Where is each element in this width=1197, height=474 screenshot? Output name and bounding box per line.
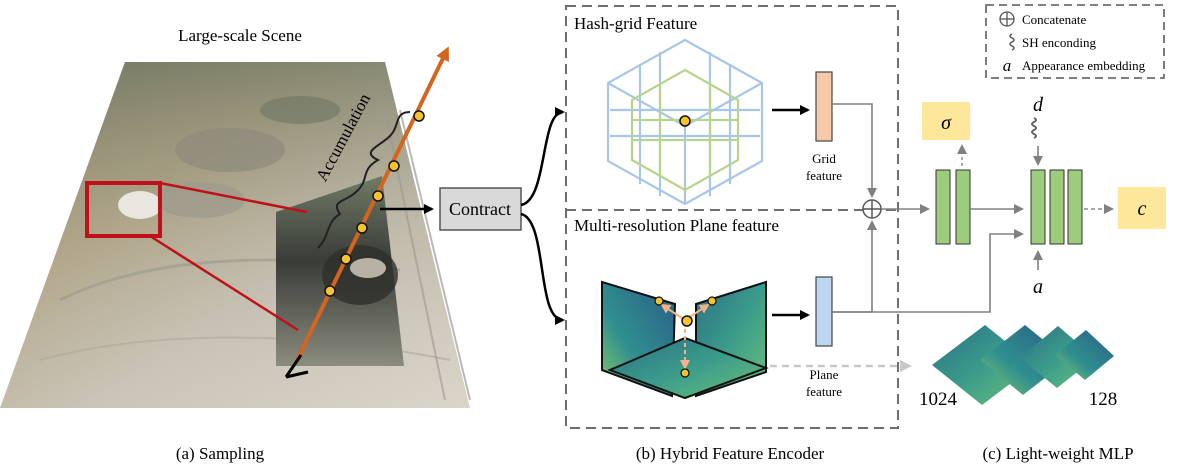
res-low-label: 128	[1089, 389, 1118, 410]
concat-icon	[862, 199, 882, 219]
projected-point	[707, 296, 717, 306]
white-pile	[118, 191, 162, 219]
direction-label: d	[1033, 94, 1044, 116]
contract-to-hash-arrow	[520, 107, 565, 207]
plane-feature-label-1: Plane	[810, 367, 839, 382]
concat-legend-label: Concatenate	[1022, 12, 1086, 27]
color-label: c	[1138, 198, 1147, 220]
caption-sampling: (a) Sampling	[176, 444, 265, 463]
projected-point	[680, 368, 690, 378]
encoder-frame	[565, 5, 899, 429]
triplane-icon	[601, 280, 769, 400]
appearance-legend-label: Appearance embedding	[1022, 58, 1146, 73]
accumulation-brace	[317, 111, 411, 249]
caption-mlp: (c) Light-weight MLP	[982, 444, 1133, 463]
gravel-pile	[155, 182, 245, 218]
sample-point	[324, 285, 336, 297]
color-mlp-layer-3	[1067, 169, 1083, 245]
color-output	[1118, 187, 1166, 229]
color-mlp-layer-1	[1030, 169, 1046, 245]
sample-point	[372, 190, 384, 202]
ray-line	[294, 46, 449, 363]
appearance-legend-symbol: a	[1003, 56, 1012, 75]
plane-to-color-mlp-line	[832, 229, 1024, 313]
grid-feature-label-1: Grid	[812, 151, 836, 166]
scene-title: Large-scale Scene	[178, 26, 302, 45]
color-mlp-layer-2	[1049, 169, 1065, 245]
plane-feature-vector	[815, 276, 833, 347]
zoom-white-pile	[350, 258, 386, 278]
caption-encoder: (b) Hybrid Feature Encoder	[636, 444, 825, 463]
appearance-label: a	[1033, 276, 1043, 298]
sh-legend-label: SH enconding	[1022, 35, 1097, 50]
plane-title: Multi-resolution Plane feature	[574, 216, 779, 235]
hash-grid-icon	[606, 38, 764, 206]
camera-icon	[284, 354, 309, 379]
sample-point	[356, 222, 368, 234]
sample-point	[340, 253, 352, 265]
contract-box	[439, 187, 522, 231]
hash-grid-title: Hash-grid Feature	[574, 14, 697, 33]
res-high-label: 1024	[919, 389, 958, 410]
zoom-connector-bottom	[149, 234, 299, 332]
contract-label: Contract	[449, 199, 511, 219]
zoom-connector-top	[159, 181, 308, 214]
grid-to-concat-line	[832, 103, 877, 198]
sh-legend-icon	[1009, 33, 1015, 51]
rail-line	[399, 109, 471, 401]
grid-feature-label-2: feature	[806, 168, 842, 183]
resolution-stack	[932, 325, 1114, 405]
sample-point	[388, 160, 400, 172]
projection-arrow	[660, 303, 686, 321]
plane-res-128	[1055, 330, 1114, 380]
sigma-output	[922, 102, 970, 140]
plane-sample-point	[681, 315, 693, 327]
hash-sample-point	[679, 115, 691, 127]
legend-frame	[985, 4, 1165, 79]
projected-point	[654, 296, 664, 306]
density-mlp-layer-1	[935, 169, 951, 245]
sigma-label: σ	[941, 112, 952, 134]
plane-feature-label-2: feature	[806, 384, 842, 399]
grid-feature-vector	[815, 71, 833, 142]
vegetation	[260, 96, 340, 124]
sh-encoding-icon	[1031, 117, 1037, 139]
zoom-box	[85, 181, 162, 238]
plane-to-concat-line	[832, 220, 877, 313]
contract-to-plane-arrow	[520, 212, 565, 325]
sample-point	[413, 110, 425, 122]
legend: Concatenate SH enconding a Appearance em…	[985, 4, 1165, 79]
gravel-pile	[175, 128, 285, 172]
density-mlp-layer-2	[955, 169, 971, 245]
